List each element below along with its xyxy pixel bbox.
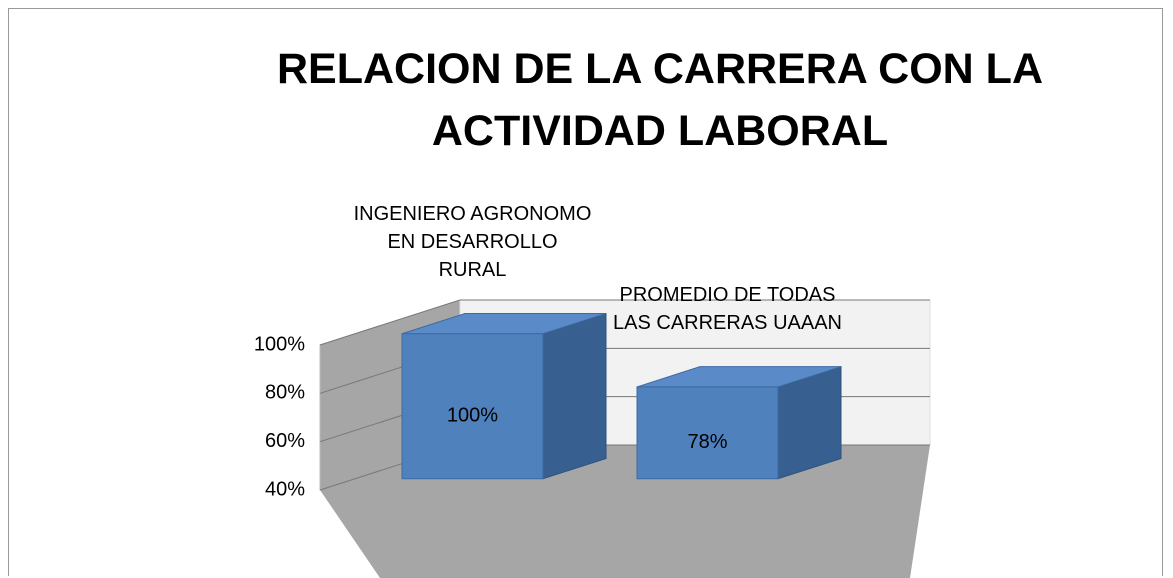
y-tick-label: 80% <box>265 382 305 404</box>
value-label: 100% <box>447 405 498 427</box>
bar <box>401 333 544 480</box>
y-tick-label: 40% <box>265 478 305 500</box>
bar-side <box>542 312 607 480</box>
chart-title: RELACION DE LA CARRERA CON LA ACTIVIDAD … <box>276 45 1044 155</box>
y-tick-label: 60% <box>265 430 305 452</box>
category-label: PROMEDIO DE TODAS LAS CARRERAS UAAAN <box>613 283 842 334</box>
y-tick-label: 100% <box>254 333 305 355</box>
bar <box>636 386 779 480</box>
grid-line <box>319 299 930 346</box>
chart-border <box>8 8 1163 576</box>
category-label: INGENIERO AGRONOMO EN DESARROLLO RURAL <box>353 202 592 281</box>
value-label: 78% <box>687 431 727 453</box>
